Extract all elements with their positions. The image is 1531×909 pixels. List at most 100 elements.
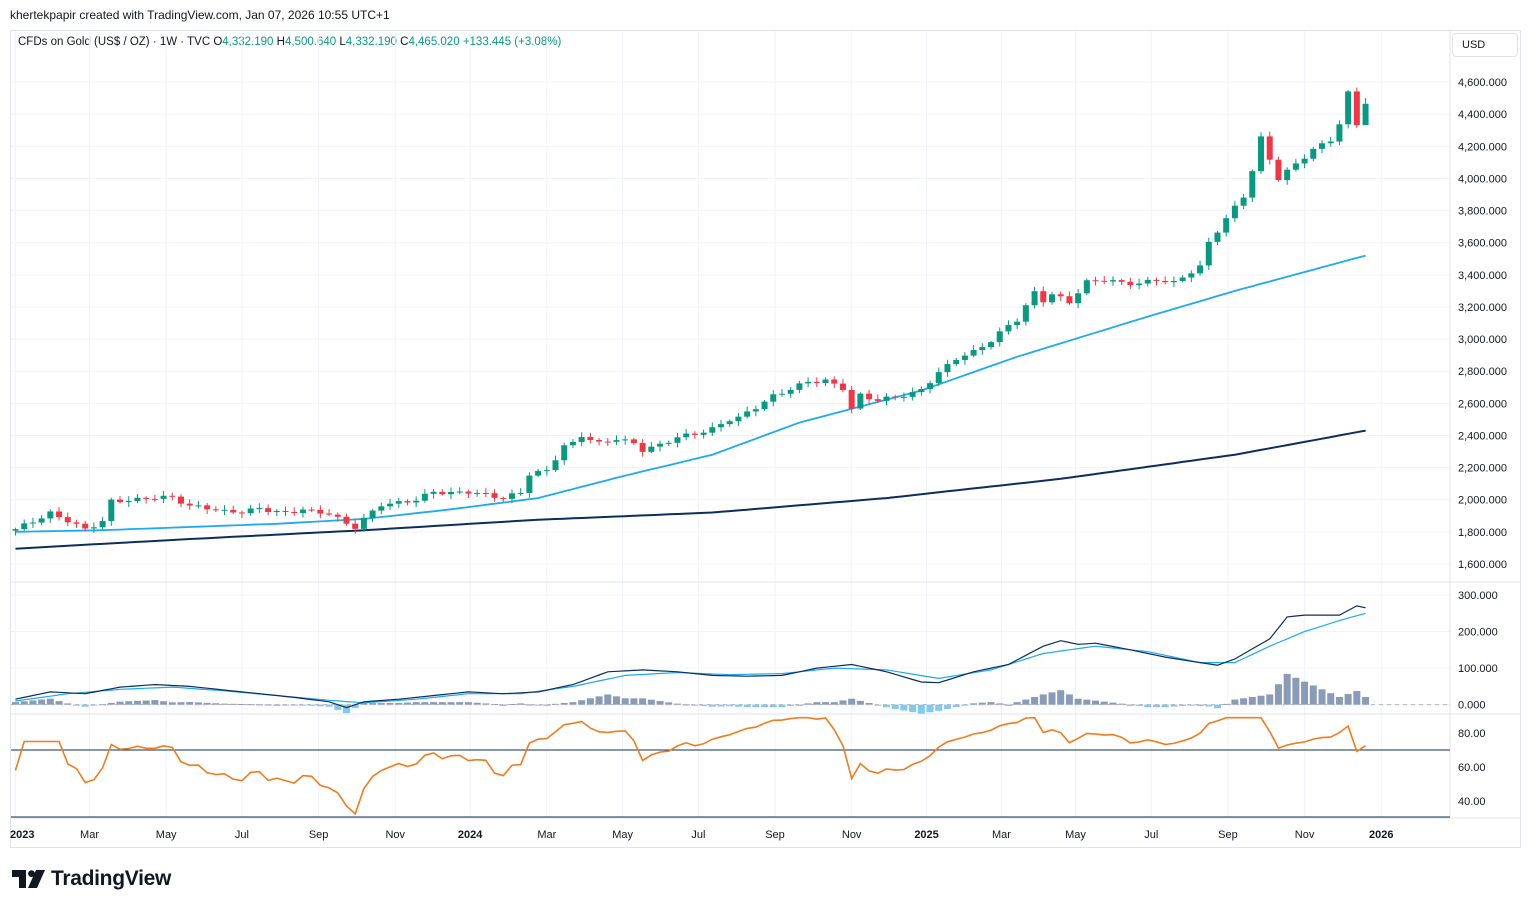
macd-histogram-bar — [839, 700, 847, 705]
tradingview-wordmark: TradingView — [51, 867, 172, 890]
candle-up — [369, 510, 376, 518]
candle-up — [1005, 325, 1012, 332]
candle-up — [822, 379, 829, 383]
candle-down — [82, 523, 89, 529]
macd-histogram-bar — [203, 702, 211, 705]
macd-histogram-bar — [830, 702, 838, 705]
macd-histogram-bar — [464, 702, 472, 705]
time-tick-label: Sep — [1218, 829, 1238, 841]
candle-up — [961, 355, 968, 360]
candle-down — [482, 492, 489, 494]
macd-histogram-bar — [499, 704, 507, 706]
candle-up — [578, 437, 585, 442]
macd-histogram-bar — [247, 704, 255, 706]
macd-histogram-bar — [621, 698, 629, 705]
macd-histogram-bar — [935, 704, 943, 711]
candle-down — [439, 491, 446, 495]
candle-up — [421, 493, 428, 501]
macd-histogram-bar — [761, 704, 769, 708]
candle-up — [709, 427, 716, 433]
candle-up — [700, 432, 707, 435]
currency-button[interactable]: USD — [1452, 33, 1518, 57]
time-tick-label: Nov — [385, 829, 405, 841]
macd-histogram-bar — [534, 704, 542, 706]
candle-up — [1014, 321, 1021, 326]
macd-histogram-bar — [987, 702, 995, 705]
candle-up — [979, 347, 986, 351]
candle-down — [1118, 280, 1125, 282]
candle-down — [334, 514, 341, 517]
candle-down — [169, 495, 176, 497]
macd-histogram-bar — [238, 704, 246, 706]
macd-histogram-bar — [795, 704, 803, 706]
candle-up — [796, 383, 803, 390]
legend-high: 4,500.640 — [284, 36, 337, 48]
rsi-tick-label: 40.00 — [1458, 796, 1486, 808]
macd-histogram-bar — [1153, 704, 1161, 708]
macd-histogram-bar — [12, 702, 19, 705]
legend-open-label: O — [213, 36, 223, 48]
candle-up — [448, 491, 454, 495]
macd-histogram-bar — [1022, 699, 1030, 705]
macd-histogram-bar — [508, 704, 516, 706]
candle-up — [299, 509, 306, 514]
candle-down — [1092, 280, 1099, 282]
candle-up — [622, 439, 629, 441]
candle-down — [56, 511, 63, 518]
candle-up — [1170, 280, 1177, 283]
time-tick-label: May — [1065, 829, 1086, 841]
price-candles — [12, 87, 1369, 536]
moving-average-slow-line — [15, 429, 1366, 550]
candle-up — [1345, 91, 1352, 125]
candle-up — [613, 440, 620, 442]
macd-tick-label: 200.000 — [1458, 627, 1498, 639]
macd-histogram-bar — [64, 703, 72, 705]
macd-histogram-bar — [1083, 699, 1091, 705]
macd-histogram-bar — [813, 702, 821, 705]
candle-up — [718, 424, 725, 428]
candle-down — [186, 503, 193, 506]
macd-histogram-bar — [1353, 691, 1361, 705]
macd-histogram-bar — [952, 704, 960, 708]
attribution-text: khertekpapir created with TradingView.co… — [10, 8, 390, 22]
price-tick-label: 3,000.000 — [1458, 334, 1507, 346]
macd-histogram-bar — [116, 701, 124, 705]
macd-histogram-bar — [1118, 703, 1126, 705]
candle-down — [326, 513, 333, 515]
candle-down — [73, 522, 80, 524]
candle-up — [927, 383, 934, 390]
candle-down — [848, 389, 855, 409]
macd-histogram-bar — [804, 703, 812, 705]
legend-close: 4,465.020 — [408, 36, 460, 48]
candle-down — [491, 493, 498, 498]
candle-down — [1101, 280, 1108, 282]
time-tick-label: Jul — [235, 829, 249, 841]
macd-histogram-bar — [221, 703, 229, 705]
moving-average-fast-line — [15, 254, 1366, 533]
macd-histogram-bar — [1074, 698, 1082, 705]
price-tick-label: 2,000.000 — [1458, 495, 1507, 507]
macd-histogram-bar — [900, 704, 908, 711]
moving-averages — [15, 254, 1366, 550]
macd-histogram-bar — [560, 702, 568, 705]
chart-frame — [10, 30, 1521, 848]
macd-histogram-bar — [186, 701, 194, 705]
macd-histogram-bar — [1318, 689, 1326, 705]
candle-up — [160, 495, 167, 499]
candle-up — [1144, 279, 1151, 284]
candle-up — [1249, 171, 1256, 198]
candle-down — [1066, 296, 1073, 304]
price-tick-label: 2,600.000 — [1458, 398, 1507, 410]
tradingview-logo[interactable]: TradingView — [12, 867, 172, 890]
candle-down — [831, 379, 838, 384]
macd-histogram-bar — [1327, 693, 1335, 705]
macd-histogram-bar — [1135, 704, 1143, 706]
candle-down — [1266, 136, 1273, 160]
candle-up — [735, 416, 742, 422]
macd-histogram-bar — [194, 702, 202, 705]
macd-histogram-bar — [700, 704, 708, 706]
macd-histogram-bar — [1222, 703, 1230, 705]
macd-histogram-bar — [778, 704, 786, 708]
time-tick-label: Nov — [842, 829, 862, 841]
